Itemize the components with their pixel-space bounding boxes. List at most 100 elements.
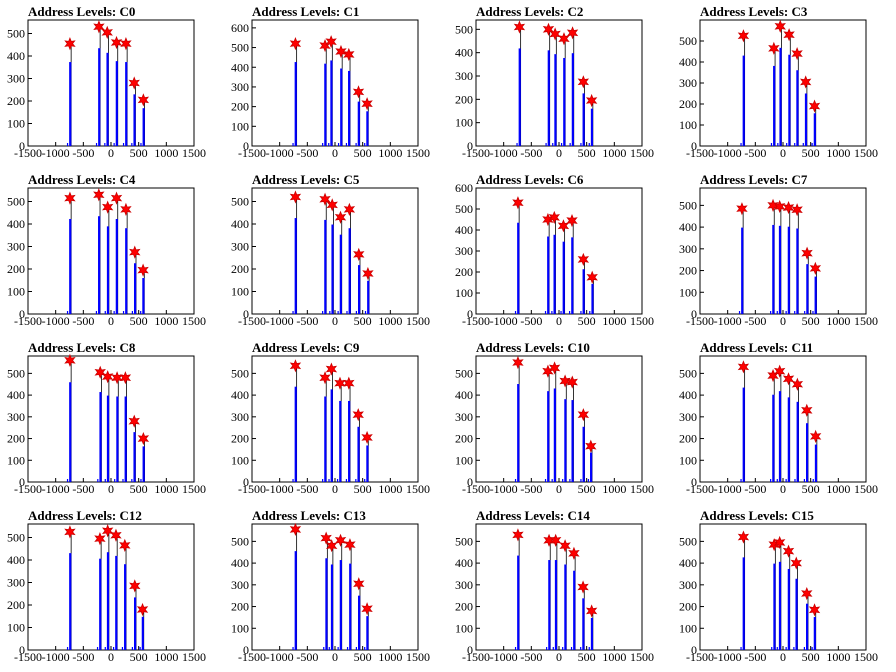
y-tick-label: 600	[231, 21, 249, 35]
histogram-bar	[69, 62, 72, 146]
y-tick-label: 400	[231, 60, 249, 74]
y-tick-label: 400	[231, 388, 249, 402]
y-tick-label: 200	[7, 598, 25, 612]
x-tick-label: 500	[802, 482, 820, 496]
histogram-base-bin	[104, 311, 106, 314]
y-tick-label: 500	[231, 195, 249, 209]
x-tick-label: -1000	[266, 146, 294, 160]
peak-marker	[585, 439, 597, 453]
histogram-bar	[98, 216, 101, 314]
histogram-bar	[357, 101, 360, 146]
histogram-bar	[324, 219, 327, 314]
peak-marker	[110, 528, 122, 542]
peak-marker	[361, 602, 373, 616]
y-tick-label: 300	[231, 410, 249, 424]
plot-frame	[251, 187, 419, 315]
x-tick-label: -500	[520, 650, 542, 664]
histogram-bar	[348, 70, 351, 146]
histogram-base-bin	[516, 143, 518, 146]
histogram-bar	[563, 57, 566, 147]
histogram-base-bin	[514, 647, 517, 650]
y-tick-label: 500	[455, 366, 473, 380]
panel-c9: Address Levels: C9-1500 -1000 -500 0 500 1000…	[231, 340, 430, 496]
x-tick-label: 500	[802, 146, 820, 160]
histogram-base-bin	[551, 479, 553, 482]
histogram-base-bin	[337, 311, 339, 314]
panel-title: Address Levels: C2	[476, 4, 583, 19]
y-tick-label: 100	[455, 621, 473, 635]
x-tick-label: 0	[108, 482, 114, 496]
x-tick-label: -1000	[42, 650, 70, 664]
x-tick-label: 0	[780, 650, 786, 664]
x-tick-label: 500	[578, 314, 596, 328]
peak-marker	[344, 538, 356, 552]
y-tick-label: 200	[7, 432, 25, 446]
x-tick-label: -500	[296, 314, 318, 328]
x-tick-label: -1000	[266, 482, 294, 496]
panel-c7: Address Levels: C7-1500 -1000 -500 0 500 1000…	[679, 172, 878, 328]
x-tick-label: -1500	[238, 650, 266, 664]
peak-marker	[809, 429, 822, 443]
histogram-bar	[773, 65, 776, 146]
peak-marker	[353, 247, 365, 261]
peak-marker	[737, 29, 750, 43]
y-tick-label: 0	[467, 307, 473, 321]
y-tick-label: 500	[455, 202, 473, 216]
x-tick-label: -1500	[686, 650, 714, 664]
histogram-base-bin	[776, 647, 778, 650]
histogram-bar	[331, 224, 334, 314]
histogram-bar	[294, 218, 297, 314]
x-tick-label: -1500	[14, 650, 42, 664]
histogram-base-bin	[771, 647, 773, 650]
histogram-base-bin	[131, 647, 133, 650]
histogram-base-bin	[355, 647, 357, 650]
histogram-base-bin	[785, 311, 787, 314]
histogram-base-bin	[131, 311, 133, 314]
peak-marker	[334, 533, 347, 547]
histogram-bar	[591, 283, 594, 314]
x-tick-label: 1000	[602, 314, 626, 328]
peak-marker	[119, 371, 132, 385]
histogram-base-bin	[812, 311, 814, 314]
peak-marker	[93, 20, 105, 34]
x-tick-label: -500	[520, 146, 542, 160]
x-tick-label: -500	[72, 314, 94, 328]
peak-marker	[791, 47, 803, 61]
histogram-bar	[787, 226, 790, 314]
peak-marker	[64, 353, 76, 367]
y-tick-label: 400	[679, 556, 697, 570]
x-tick-label: 500	[578, 146, 596, 160]
y-tick-label: 200	[7, 262, 25, 276]
histogram-base-bin	[140, 479, 142, 482]
histogram-base-bin	[785, 647, 787, 650]
y-tick-label: 400	[455, 46, 473, 60]
histogram-bar	[571, 400, 574, 482]
peak-marker	[343, 47, 355, 62]
histogram-base-bin	[802, 143, 804, 146]
histogram-bar	[324, 63, 327, 147]
x-tick-label: 0	[332, 146, 338, 160]
peak-marker	[585, 604, 598, 618]
y-tick-label: 400	[679, 55, 697, 69]
histogram-bar	[348, 228, 351, 314]
y-tick-label: 300	[231, 578, 249, 592]
y-tick-label: 300	[455, 410, 473, 424]
x-tick-label: 1000	[378, 314, 402, 328]
peak-marker	[577, 252, 590, 266]
histogram-bar	[582, 598, 585, 650]
histogram-bar	[582, 269, 585, 314]
histogram-bar	[571, 237, 574, 314]
y-tick-label: 500	[231, 366, 249, 380]
y-tick-label: 200	[679, 264, 697, 278]
histogram-bar	[330, 60, 333, 146]
histogram-base-bin	[345, 143, 348, 146]
plot-frame	[475, 187, 643, 315]
plot-frame	[699, 19, 867, 147]
histogram-bar	[779, 47, 782, 146]
y-tick-label: 100	[7, 453, 25, 467]
peak-marker	[808, 99, 821, 113]
y-tick-label: 300	[455, 244, 473, 258]
histogram-base-bin	[292, 143, 294, 146]
y-tick-label: 100	[231, 621, 249, 635]
x-tick-label: -1000	[714, 482, 742, 496]
